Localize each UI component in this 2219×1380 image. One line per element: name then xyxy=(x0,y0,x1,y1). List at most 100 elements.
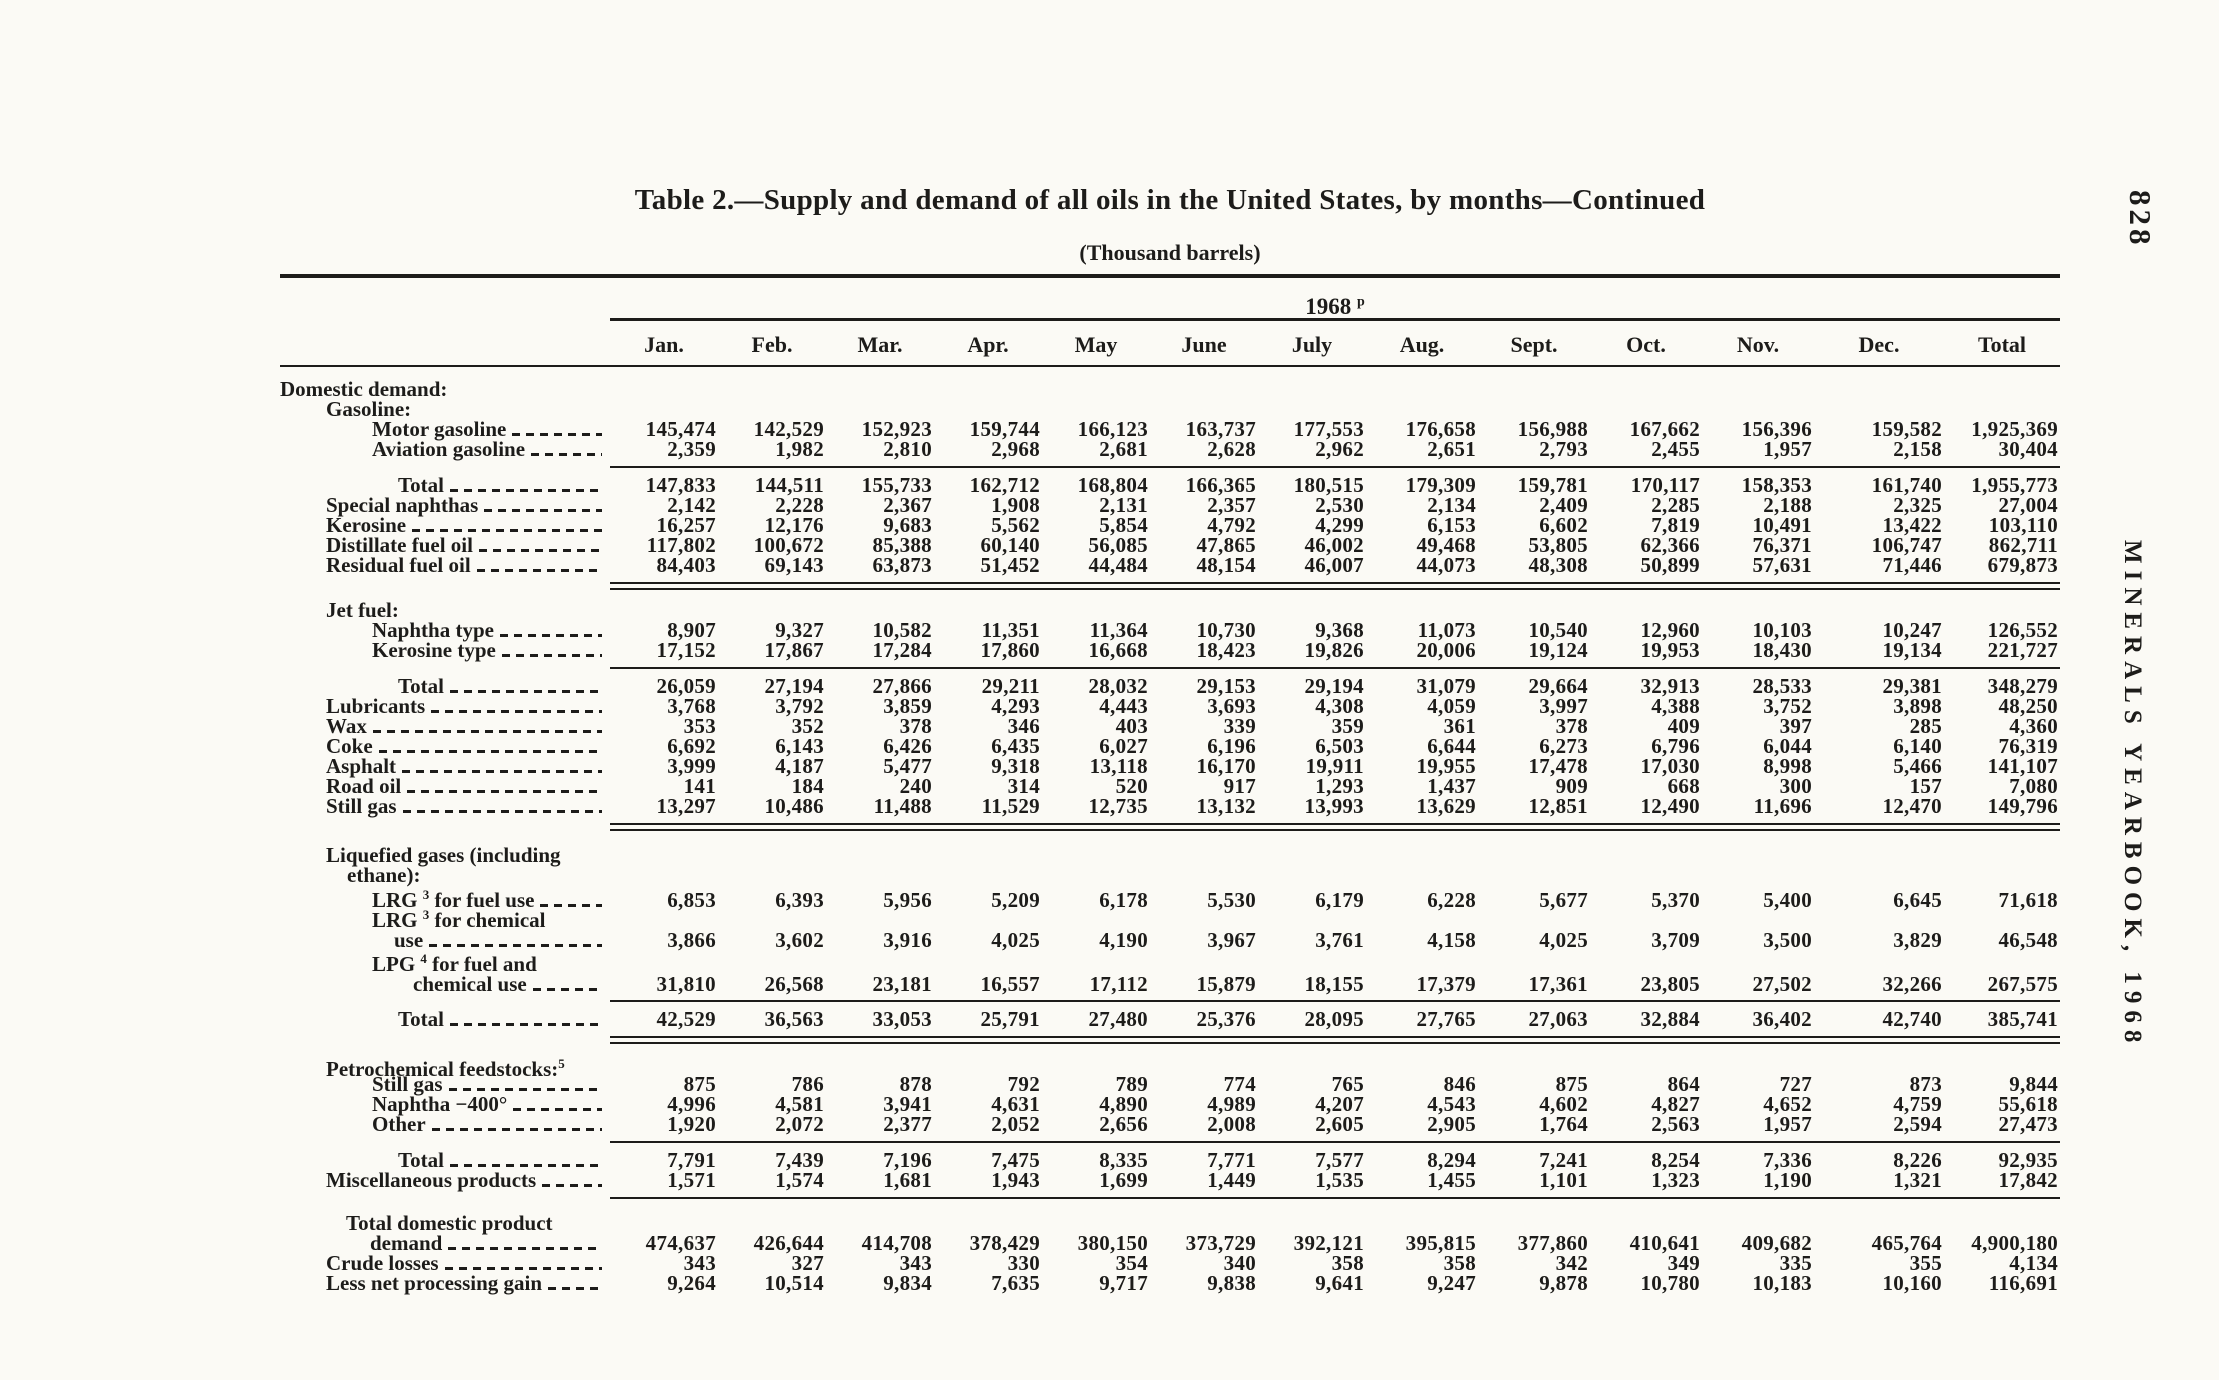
cell-value: 17,112 xyxy=(1089,972,1148,996)
row-stub: Liquefied gases (including ethane): xyxy=(280,845,610,887)
cell-value: 3,792 xyxy=(775,694,824,718)
row-stub: Total xyxy=(280,676,610,697)
cell-value: 106,747 xyxy=(1871,533,1942,557)
cell-value: 727 xyxy=(1779,1072,1812,1096)
cell-value: 13,993 xyxy=(1304,794,1364,818)
cell-value: 846 xyxy=(1443,1072,1476,1096)
row-stub: Domestic demand: xyxy=(280,379,610,400)
col-header: Dec. xyxy=(1858,332,1900,357)
col-header: Mar. xyxy=(857,332,903,357)
leader-line xyxy=(501,654,602,657)
row-stub: Special naphthas xyxy=(280,495,610,516)
cell-value: 2,228 xyxy=(775,493,824,517)
cell-value: 36,563 xyxy=(764,1007,824,1031)
cell-value: 6,044 xyxy=(1763,734,1812,758)
col-header: July xyxy=(1291,332,1333,357)
table-row: LPG 4 for fuel and chemical use 31,810 26,5… xyxy=(280,949,2060,996)
table-row: Aviation gasoline 2,359 1,982 2,810 2,968 2,6… xyxy=(280,439,2060,460)
cell-value: 9,844 xyxy=(2009,1072,2058,1096)
cell-value: 6,140 xyxy=(1893,734,1942,758)
cell-value: 92,935 xyxy=(1998,1148,2058,1172)
leader-line xyxy=(449,489,602,492)
cell-value: 3,866 xyxy=(667,928,716,952)
page-number: 828 xyxy=(2123,190,2158,249)
cell-value: 26,568 xyxy=(764,972,824,996)
cell-value: 2,409 xyxy=(1539,493,1588,517)
col-header: Apr. xyxy=(967,332,1009,357)
cell-value: 359 xyxy=(1331,714,1364,738)
cell-value: 3,916 xyxy=(883,928,932,952)
cell-value: 19,134 xyxy=(1882,638,1942,662)
row-label: LRG 3 for fuel use xyxy=(372,887,535,912)
row-stub: Jet fuel: xyxy=(280,600,610,621)
cell-value: 4,299 xyxy=(1315,513,1364,537)
cell-value: 177,553 xyxy=(1293,417,1364,441)
cell-value: 335 xyxy=(1779,1251,1812,1275)
cell-value: 8,998 xyxy=(1763,754,1812,778)
cell-value: 2,367 xyxy=(883,493,932,517)
cell-value: 18,423 xyxy=(1196,638,1256,662)
cell-value: 917 xyxy=(1223,774,1256,798)
col-header: Total xyxy=(1977,332,2027,357)
cell-value: 361 xyxy=(1443,714,1476,738)
table-row: LRG 3 for fuel use 6,853 6,393 5,956 5,209 6,… xyxy=(280,885,2060,911)
section-header-row: Gasoline: xyxy=(280,399,2060,420)
cell-value: 76,371 xyxy=(1752,533,1812,557)
row-stub: LRG 3 for fuel use xyxy=(280,885,610,912)
row-stub: Still gas xyxy=(280,796,610,817)
table-subtitle: (Thousand barrels) xyxy=(1079,240,1261,265)
leader-line xyxy=(478,549,602,552)
cell-value: 100,672 xyxy=(753,533,824,557)
cell-value: 23,805 xyxy=(1640,972,1700,996)
cell-value: 84,403 xyxy=(656,553,716,577)
table-row: Still gas 13,297 10,486 11,488 11,529 12,735 1… xyxy=(280,794,2060,818)
cell-value: 5,562 xyxy=(991,513,1040,537)
table-row: Less net processing gain 9,264 10,514 9,834… xyxy=(280,1273,2060,1294)
cell-value: 875 xyxy=(683,1072,716,1096)
row-label: chemical use xyxy=(413,972,527,996)
cell-value: 221,727 xyxy=(1987,638,2058,662)
table-row: Total domestic product demand 474,637 426,6… xyxy=(280,1209,2060,1255)
cell-value: 5,370 xyxy=(1651,888,1700,912)
row-stub: Less net processing gain xyxy=(280,1273,610,1294)
table-row: Crude losses 343 327 343 330 354 340 358 358 342 3… xyxy=(280,1251,2060,1275)
col-header: Sept. xyxy=(1510,332,1558,357)
cell-value: 9,683 xyxy=(883,513,932,537)
table-row: Still gas 875 786 878 792 789 774 765 846 875 864 7… xyxy=(280,1072,2060,1096)
row-stub: Road oil xyxy=(280,774,610,798)
cell-value: 10,730 xyxy=(1196,618,1256,642)
table-row: LRG 3 for chemical use 3,866 3,602 3,916 4,02… xyxy=(280,905,2060,952)
cell-value: 4,792 xyxy=(1207,513,1256,537)
leader-line xyxy=(531,453,602,456)
cell-value: 4,190 xyxy=(1099,928,1148,952)
cell-value: 465,764 xyxy=(1871,1231,1942,1255)
cell-value: 4,581 xyxy=(775,1092,824,1116)
page-title: Table 2.—Supply and demand of all oils i… xyxy=(634,184,1706,216)
cell-value: 179,309 xyxy=(1405,473,1476,497)
cell-value: 32,884 xyxy=(1640,1007,1700,1031)
cell-value: 6,178 xyxy=(1099,888,1148,912)
table-row: Naphtha −400° 4,996 4,581 3,941 4,631 4,890 4,… xyxy=(280,1092,2060,1116)
col-header: May xyxy=(1074,332,1118,357)
cell-value: 16,170 xyxy=(1196,754,1256,778)
cell-value: 2,142 xyxy=(667,493,716,517)
cell-value: 10,540 xyxy=(1528,618,1588,642)
row-label: Road oil xyxy=(326,774,402,798)
cell-value: 4,059 xyxy=(1427,694,1476,718)
cell-value: 1,449 xyxy=(1207,1168,1256,1192)
cell-value: 1,293 xyxy=(1315,774,1364,798)
row-label: demand xyxy=(370,1231,443,1255)
cell-value: 358 xyxy=(1331,1251,1364,1275)
cell-value: 426,644 xyxy=(753,1231,824,1255)
cell-value: 12,470 xyxy=(1882,794,1942,818)
cell-value: 409 xyxy=(1667,714,1700,738)
row-label: ethane): xyxy=(347,863,421,887)
cell-value: 353 xyxy=(683,714,716,738)
row-stub: Naphtha type xyxy=(280,620,610,641)
cell-value: 1,957 xyxy=(1763,1112,1812,1136)
cell-value: 27,004 xyxy=(1998,493,2058,517)
cell-value: 27,502 xyxy=(1752,972,1812,996)
cell-value: 126,552 xyxy=(1987,618,2058,642)
cell-value: 29,153 xyxy=(1196,674,1256,698)
